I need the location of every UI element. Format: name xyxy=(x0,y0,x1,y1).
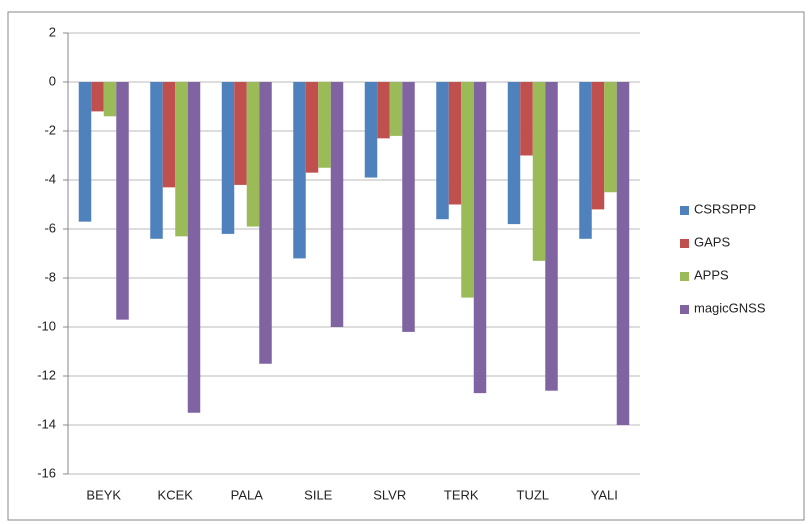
bar xyxy=(259,82,272,364)
bar xyxy=(389,82,403,136)
legend-label: CSRSPPP xyxy=(694,201,756,216)
bar xyxy=(318,82,331,168)
bar xyxy=(221,82,235,234)
y-tick-label: -10 xyxy=(37,318,56,333)
bar xyxy=(436,82,449,220)
y-tick-label: -8 xyxy=(44,269,56,284)
bar xyxy=(246,82,260,227)
x-tick-label: TERK xyxy=(444,487,479,502)
y-tick-label: -6 xyxy=(44,220,56,235)
bar xyxy=(330,82,344,327)
bar xyxy=(507,82,521,225)
bar xyxy=(377,82,390,139)
x-tick-label: BEYK xyxy=(86,487,121,502)
legend-swatch xyxy=(680,305,689,314)
x-tick-label: SILE xyxy=(304,487,333,502)
x-tick-label: KCEK xyxy=(158,487,194,502)
bar xyxy=(150,82,163,239)
bar xyxy=(579,82,592,239)
bar xyxy=(234,82,247,185)
y-tick-label: -16 xyxy=(37,465,56,480)
x-tick-label: SLVR xyxy=(373,487,406,502)
legend-label: APPS xyxy=(694,267,729,282)
bar xyxy=(103,82,117,117)
bar xyxy=(402,82,415,332)
legend-label: magicGNSS xyxy=(694,300,766,315)
legend-swatch xyxy=(680,272,689,281)
x-tick-label: PALA xyxy=(231,487,264,502)
bar xyxy=(162,82,176,188)
y-tick-label: -14 xyxy=(37,416,56,431)
y-tick-label: -4 xyxy=(44,171,56,186)
bar xyxy=(604,82,617,193)
bar xyxy=(305,82,319,173)
legend-swatch xyxy=(680,206,689,215)
bar xyxy=(187,82,201,413)
bar xyxy=(78,82,92,222)
y-tick-label: -12 xyxy=(37,367,56,382)
x-tick-label: YALI xyxy=(591,487,618,502)
y-tick-label: -2 xyxy=(44,122,56,137)
legend-label: GAPS xyxy=(694,234,730,249)
bar xyxy=(364,82,378,178)
bar xyxy=(532,82,546,261)
bar xyxy=(545,82,558,391)
bar xyxy=(293,82,306,259)
bar xyxy=(116,82,129,320)
bar xyxy=(473,82,487,394)
bar xyxy=(616,82,630,425)
bar xyxy=(520,82,533,156)
x-tick-label: TUZL xyxy=(517,487,550,502)
bar xyxy=(461,82,474,298)
bar xyxy=(91,82,104,112)
bar xyxy=(175,82,188,237)
bar xyxy=(591,82,605,210)
legend-swatch xyxy=(680,239,689,248)
bar xyxy=(448,82,462,205)
y-tick-label: 2 xyxy=(49,24,56,39)
y-tick-label: 0 xyxy=(49,73,56,88)
